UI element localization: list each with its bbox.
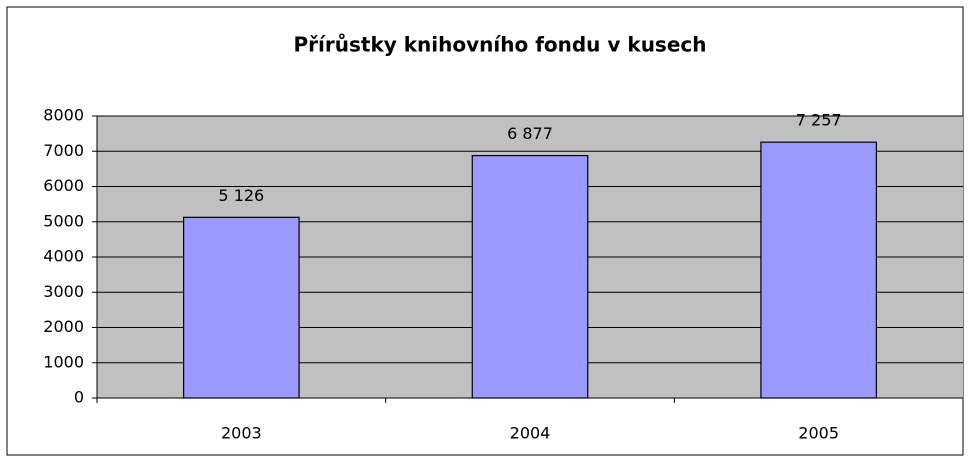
y-tick-label: 1000 — [43, 352, 84, 371]
bar — [760, 141, 878, 399]
bar — [471, 154, 589, 399]
y-tick-label: 8000 — [43, 106, 84, 125]
y-tick-label: 2000 — [43, 317, 84, 336]
data-label: 5 126 — [218, 186, 264, 205]
y-tick-label: 0 — [74, 388, 84, 407]
bar — [183, 216, 300, 399]
x-tick-label: 2004 — [510, 424, 551, 443]
y-tick-label: 3000 — [43, 282, 84, 301]
y-tick-label: 7000 — [43, 141, 84, 160]
y-tick-label: 5000 — [43, 211, 84, 230]
data-label: 7 257 — [796, 111, 842, 130]
x-tick-label: 2003 — [221, 424, 262, 443]
y-tick-label: 4000 — [43, 247, 84, 266]
chart-title: Přírůstky knihovního fondu v kusech — [294, 33, 707, 57]
y-tick-label: 6000 — [43, 176, 84, 195]
data-label: 6 877 — [507, 124, 553, 143]
x-tick-label: 2005 — [798, 424, 839, 443]
